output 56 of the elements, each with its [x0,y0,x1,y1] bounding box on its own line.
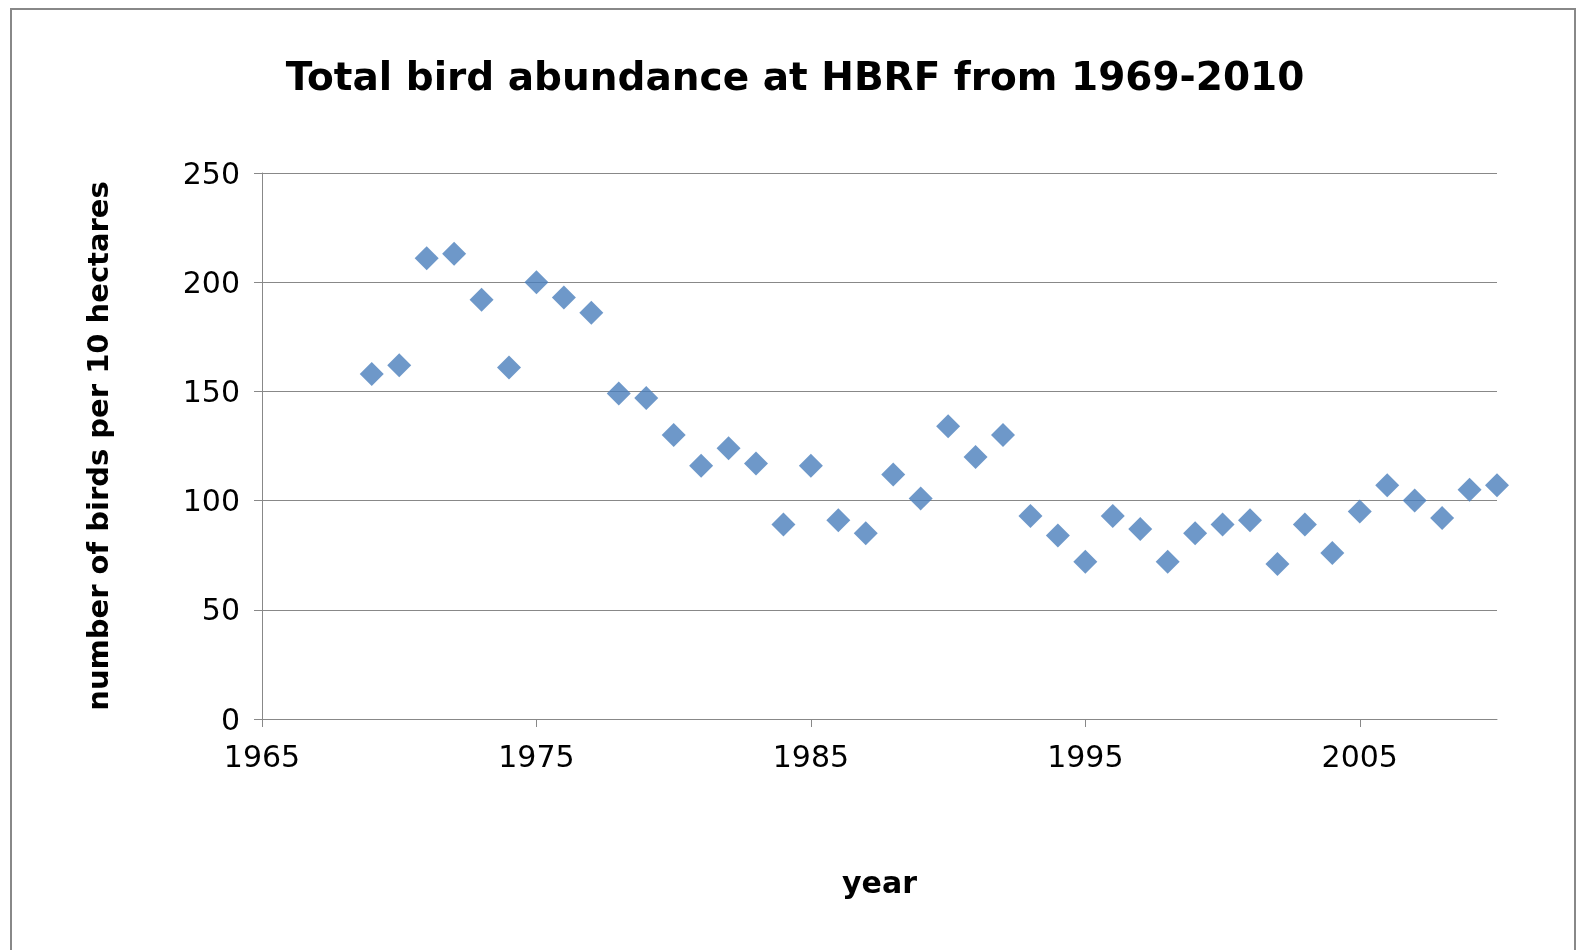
point [524,270,549,295]
point [1292,512,1317,537]
chart-title: Total bird abundance at HBRF from 1969-2010 [285,54,1305,99]
x-tick-label: 1975 [498,738,575,774]
point [387,353,412,378]
point [1375,473,1400,498]
point [716,436,741,461]
point [936,414,961,439]
point [359,361,384,386]
point [771,512,796,537]
point [1238,508,1262,533]
point [1485,473,1509,498]
point [1265,551,1290,576]
point [634,385,659,410]
point [908,486,933,511]
point [1045,523,1070,548]
point [963,444,988,469]
point [1210,512,1235,537]
point [1457,477,1482,502]
point [881,462,906,487]
y-tick-label: 100 [182,483,240,519]
point [1100,503,1125,528]
point [1018,503,1043,528]
point [497,355,521,380]
point [853,521,878,546]
point [469,287,494,312]
point [661,423,686,448]
y-tick-label: 150 [182,373,240,409]
point [1128,516,1153,541]
point [442,241,467,266]
point [551,285,576,310]
y-tick-label: 250 [182,155,240,191]
point [579,300,604,325]
y-axis-title: number of birds per 10 hectares [80,181,115,711]
point [826,508,851,533]
point [1430,506,1455,531]
y-tick-label: 50 [201,592,240,628]
point [1347,499,1372,524]
point [798,453,823,478]
x-tick-label: 2005 [1321,738,1398,774]
y-tick-label: 200 [182,264,240,300]
point [1402,488,1427,513]
point [606,381,631,406]
x-tick-label: 1965 [223,738,301,774]
point [991,423,1015,448]
point [1155,549,1180,574]
point [689,453,714,478]
point [744,451,768,476]
x-tick-label: 1985 [772,738,850,774]
point [414,246,439,271]
point [1073,549,1098,574]
point [1183,521,1208,546]
y-tick-label: 0 [220,701,240,737]
x-axis-title: year [842,864,918,900]
point [1320,541,1345,566]
x-tick-label: 1995 [1047,738,1124,774]
